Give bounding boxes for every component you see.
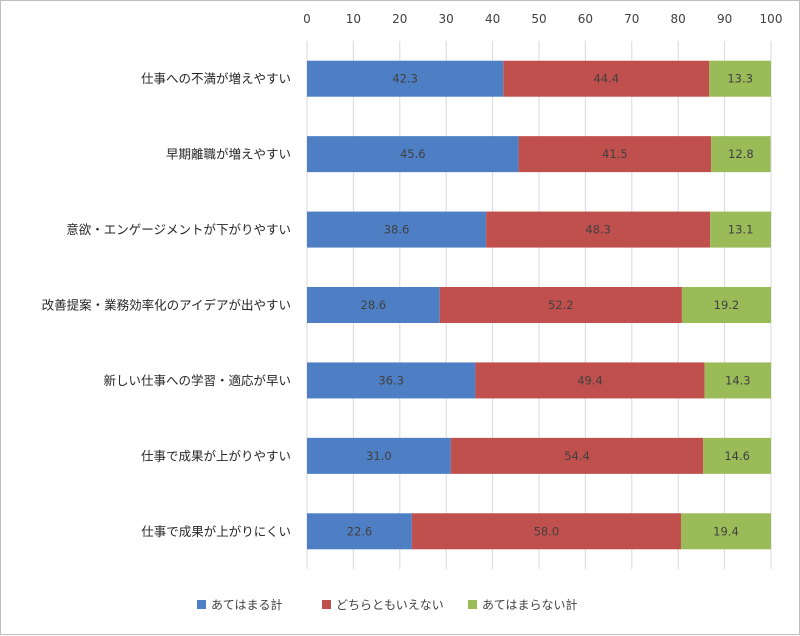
bars: 42.3 44.4 13.3 45.6 41.5 12.8 38.6 48.3 13.1 28.6… [307, 60, 771, 550]
data-label: 48.3 [585, 223, 611, 237]
category-label: 意欲・エンゲージメントが下がりやすい [66, 222, 291, 237]
bar-segment [307, 211, 487, 248]
category-labels: 仕事への不満が増えやすい早期離職が増えやすい意欲・エンゲージメントが下がりやすい… [42, 71, 291, 539]
bar-segment [411, 513, 681, 550]
category-label: 改善提案・業務効率化のアイデアが出やすい [42, 298, 291, 313]
bar-segment [709, 60, 771, 97]
x-tick-label: 0 [303, 12, 311, 26]
data-label: 38.6 [384, 223, 410, 237]
data-label: 13.3 [727, 72, 753, 86]
bar-segment [704, 362, 771, 399]
bar-segment [680, 513, 771, 550]
category-label: 仕事で成果が上がりにくい [141, 524, 291, 539]
bar-segment [450, 437, 704, 474]
x-tick-label: 60 [578, 12, 593, 26]
data-label: 52.2 [548, 298, 574, 312]
category-label: 早期離職が増えやすい [166, 147, 291, 162]
legend-label: どちらともいえない [336, 598, 444, 612]
x-tick-label: 30 [439, 12, 454, 26]
category-label: 仕事で成果が上がりやすい [141, 448, 291, 463]
data-label: 12.8 [728, 147, 754, 161]
category-label: 仕事への不満が増えやすい [141, 71, 291, 86]
data-label: 19.4 [713, 524, 739, 538]
bar-segment [486, 211, 711, 248]
data-label: 13.1 [728, 223, 754, 237]
x-tick-label: 80 [671, 12, 686, 26]
data-label: 45.6 [400, 147, 426, 161]
data-label: 31.0 [366, 449, 392, 463]
x-tick-label: 50 [531, 12, 546, 26]
bar-segment [307, 287, 440, 323]
data-label: 14.3 [725, 373, 751, 387]
category-label: 新しい仕事への学習・適応が早い [103, 373, 291, 388]
bar-segment [475, 362, 705, 399]
legend-label: あてはまらない計 [482, 597, 578, 612]
data-label: 36.3 [378, 373, 404, 387]
data-label: 14.6 [724, 449, 750, 463]
bar-segment [307, 513, 412, 550]
bar-segment [710, 211, 771, 248]
legend-label: あてはまる計 [211, 597, 283, 612]
data-label: 22.6 [347, 524, 373, 538]
bar-segment [711, 136, 771, 173]
data-label: 44.4 [593, 72, 619, 86]
data-label: 28.6 [361, 298, 387, 312]
data-label: 58.0 [534, 524, 560, 538]
legend: あてはまる計 どちらともいえない あてはまらない計 [197, 597, 578, 612]
data-label: 19.2 [714, 298, 740, 312]
x-axis-ticks: 0 10 20 30 40 50 60 70 80 90 100 [303, 12, 782, 26]
data-label: 41.5 [602, 147, 628, 161]
bar-segment [703, 437, 771, 474]
x-tick-label: 90 [717, 12, 732, 26]
legend-swatch [322, 600, 331, 609]
bar-segment [307, 60, 504, 97]
data-label: 49.4 [577, 373, 603, 387]
data-label: 42.3 [392, 72, 418, 86]
x-tick-label: 70 [624, 12, 639, 26]
bar-segment [503, 60, 710, 97]
x-tick-label: 40 [485, 12, 500, 26]
x-tick-label: 100 [760, 12, 783, 26]
x-tick-label: 10 [346, 12, 361, 26]
bar-segment [307, 362, 476, 399]
legend-swatch [468, 600, 477, 609]
bar-segment [439, 287, 682, 323]
bar-segment [307, 437, 451, 474]
bar-segment [518, 136, 712, 173]
x-tick-label: 20 [392, 12, 407, 26]
data-label: 54.4 [564, 449, 590, 463]
bar-segment [681, 287, 771, 323]
bar-segment [307, 136, 519, 173]
legend-swatch [197, 600, 206, 609]
